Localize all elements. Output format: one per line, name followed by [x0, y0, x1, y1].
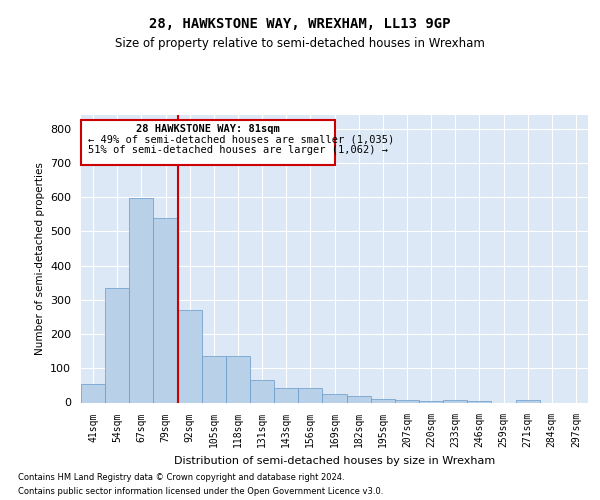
Bar — [322, 394, 347, 402]
Bar — [105, 288, 129, 403]
Bar — [250, 380, 274, 402]
Bar — [129, 198, 154, 402]
Text: Size of property relative to semi-detached houses in Wrexham: Size of property relative to semi-detach… — [115, 38, 485, 51]
Text: 28 HAWKSTONE WAY: 81sqm: 28 HAWKSTONE WAY: 81sqm — [136, 124, 280, 134]
Text: 51% of semi-detached houses are larger (1,062) →: 51% of semi-detached houses are larger (… — [88, 145, 388, 155]
Text: Contains HM Land Registry data © Crown copyright and database right 2024.: Contains HM Land Registry data © Crown c… — [18, 473, 344, 482]
Bar — [274, 388, 298, 402]
Bar — [347, 396, 371, 402]
Text: ← 49% of semi-detached houses are smaller (1,035): ← 49% of semi-detached houses are smalle… — [88, 134, 394, 144]
Bar — [202, 356, 226, 403]
Y-axis label: Number of semi-detached properties: Number of semi-detached properties — [35, 162, 44, 355]
Bar — [467, 401, 491, 402]
Bar — [81, 120, 335, 164]
Bar — [443, 400, 467, 402]
Bar — [226, 356, 250, 403]
Bar — [298, 388, 322, 402]
Bar — [178, 310, 202, 402]
X-axis label: Distribution of semi-detached houses by size in Wrexham: Distribution of semi-detached houses by … — [174, 456, 495, 466]
Bar — [154, 218, 178, 402]
Bar — [515, 400, 540, 402]
Bar — [81, 384, 105, 402]
Text: 28, HAWKSTONE WAY, WREXHAM, LL13 9GP: 28, HAWKSTONE WAY, WREXHAM, LL13 9GP — [149, 18, 451, 32]
Text: Contains public sector information licensed under the Open Government Licence v3: Contains public sector information licen… — [18, 486, 383, 496]
Bar — [371, 399, 395, 402]
Bar — [395, 400, 419, 402]
Bar — [419, 401, 443, 402]
